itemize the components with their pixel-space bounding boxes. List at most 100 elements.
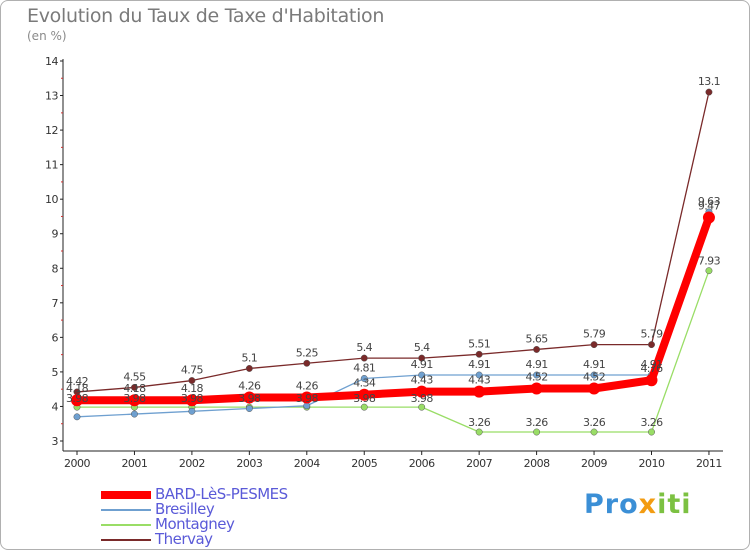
x-tick-label: 2005 — [351, 457, 377, 470]
legend-swatch — [101, 509, 151, 511]
data-label-thervay: 5.4 — [414, 341, 430, 354]
data-point-bard-l-s-pesmes — [530, 382, 543, 395]
data-point-bard-l-s-pesmes — [645, 374, 658, 387]
data-label-thervay: 5.79 — [640, 328, 663, 341]
data-label-thervay: 5.51 — [468, 337, 490, 350]
data-label-bard-l-s-pesmes: 4.26 — [296, 379, 319, 392]
data-point-bard-l-s-pesmes — [415, 385, 428, 398]
x-tick-label: 2003 — [236, 457, 262, 470]
x-tick-label: 2007 — [466, 457, 492, 470]
legend-swatch — [101, 539, 151, 541]
data-point-bard-l-s-pesmes — [243, 391, 256, 404]
data-point-bresilley — [188, 407, 196, 415]
y-tick-label: 6 — [52, 331, 59, 344]
data-label-bresilley: 9.63 — [698, 195, 721, 208]
series-line-montagney — [76, 270, 710, 433]
data-point-bard-l-s-pesmes — [358, 388, 371, 401]
data-label-bard-l-s-pesmes: 4.18 — [66, 382, 89, 395]
data-label-thervay: 4.42 — [66, 375, 88, 388]
data-label-montagney: 3.98 — [181, 392, 204, 405]
y-tick-label: 11 — [45, 159, 58, 172]
y-tick-label: 4 — [52, 400, 59, 413]
y-tick-label: 10 — [45, 193, 58, 206]
data-point-bresilley — [475, 371, 483, 379]
y-tick-label: 5 — [52, 366, 59, 379]
data-label-thervay: 5.65 — [526, 332, 549, 345]
data-point-thervay — [475, 350, 483, 358]
data-label-montagney: 3.26 — [640, 416, 663, 429]
x-tick-label: 2000 — [64, 457, 90, 470]
data-point-montagney — [418, 403, 426, 411]
data-label-montagney: 3.98 — [353, 392, 376, 405]
legend-label: Bresilley — [155, 500, 215, 518]
data-label-bresilley: 4.91 — [468, 358, 490, 371]
data-point-thervay — [418, 354, 426, 362]
data-point-bresilley — [245, 405, 253, 412]
data-point-thervay — [648, 341, 655, 349]
x-tick-label: 2011 — [696, 457, 722, 470]
data-point-montagney — [533, 428, 541, 436]
data-point-bard-l-s-pesmes — [128, 394, 141, 407]
data-label-bresilley: 4.81 — [353, 361, 375, 374]
y-tick-label: 7 — [52, 297, 59, 310]
data-point-bresilley — [131, 410, 138, 418]
x-tick-label: 2006 — [409, 457, 435, 470]
logo-part-1: Pro — [584, 489, 639, 520]
data-point-thervay — [131, 384, 138, 391]
series-line-bresilley — [76, 211, 710, 418]
data-label-montagney: 3.26 — [583, 416, 606, 429]
data-point-bresilley — [590, 371, 598, 379]
data-label-bard-l-s-pesmes: 4.76 — [640, 362, 663, 375]
x-tick-label: 2004 — [294, 457, 320, 470]
chart-title: Evolution du Taux de Taxe d'Habitation — [27, 5, 385, 27]
y-tick-label: 13 — [45, 90, 58, 103]
legend-label: Montagney — [155, 515, 235, 533]
y-tick-label: 8 — [52, 262, 59, 275]
data-label-bard-l-s-pesmes: 9.47 — [698, 199, 721, 212]
data-label-bard-l-s-pesmes: 4.43 — [411, 374, 434, 387]
data-point-montagney — [648, 428, 655, 436]
data-label-thervay: 5.4 — [356, 341, 372, 354]
data-point-thervay — [188, 377, 196, 384]
data-label-montagney: 3.26 — [468, 416, 491, 429]
data-label-bresilley: 4.91 — [411, 358, 433, 371]
data-label-bard-l-s-pesmes: 4.52 — [583, 370, 605, 383]
data-label-thervay: 4.75 — [181, 364, 204, 377]
data-label-montagney: 3.98 — [123, 392, 146, 405]
data-point-thervay — [303, 359, 311, 367]
data-label-bard-l-s-pesmes: 4.18 — [123, 382, 146, 395]
chart-subtitle: (en %) — [27, 29, 67, 43]
legend-label: BARD-LèS-PESMES — [155, 485, 288, 503]
data-label-montagney: 3.98 — [296, 392, 319, 405]
data-label-thervay: 13.1 — [698, 75, 720, 88]
data-point-montagney — [360, 403, 368, 411]
data-point-bard-l-s-pesmes — [71, 394, 83, 407]
legend-swatch — [101, 491, 151, 499]
data-label-bard-l-s-pesmes: 4.34 — [353, 377, 376, 390]
x-tick-label: 2009 — [581, 457, 607, 470]
series-line-bard-l-s-pesmes — [73, 213, 713, 405]
x-tick-label: 2008 — [524, 457, 550, 470]
data-label-bresilley: 4.91 — [526, 358, 548, 371]
series-layer — [71, 88, 715, 436]
data-label-bard-l-s-pesmes: 4.18 — [181, 382, 204, 395]
data-label-montagney: 7.93 — [698, 255, 721, 268]
series-line-thervay — [76, 91, 710, 393]
proxiti-logo: Proxiti — [584, 489, 692, 520]
data-label-montagney: 3.98 — [238, 392, 261, 405]
data-point-bresilley — [418, 371, 426, 379]
logo-part-3: iti — [657, 489, 692, 520]
data-label-bard-l-s-pesmes: 4.43 — [468, 374, 491, 387]
data-label-thervay: 5.25 — [296, 346, 319, 359]
legend-swatch — [101, 524, 151, 526]
y-tick-label: 9 — [52, 228, 59, 241]
data-label-bard-l-s-pesmes: 4.26 — [238, 379, 261, 392]
data-point-bresilley — [360, 375, 368, 382]
y-tick-label: 14 — [45, 55, 58, 68]
data-point-bard-l-s-pesmes — [185, 394, 198, 407]
y-tick-label: 12 — [45, 124, 58, 137]
y-tick-label: 3 — [52, 435, 59, 448]
logo-part-2: x — [638, 489, 658, 520]
